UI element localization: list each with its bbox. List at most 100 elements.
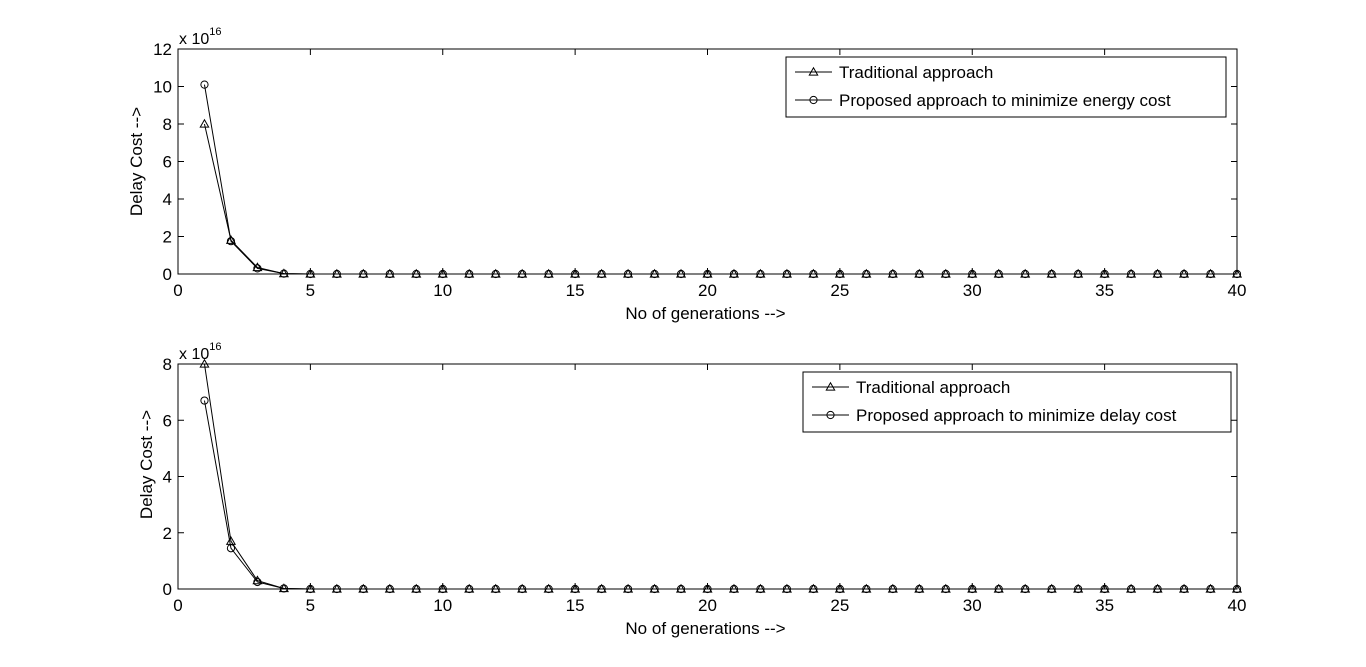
data-point-series-2 <box>862 269 871 279</box>
data-point-series-2 <box>676 584 686 594</box>
data-point-series-2 <box>676 269 686 279</box>
y-tick-label: 6 <box>163 411 172 430</box>
legend-marker-triangle <box>825 381 836 391</box>
data-point-series-2 <box>465 584 474 594</box>
data-point-series-2 <box>385 269 394 279</box>
x-tick-label: 5 <box>306 281 315 300</box>
y-axis-multiplier-base: x 10 <box>179 31 209 48</box>
data-point-series-2 <box>544 269 553 279</box>
y-tick-label: 12 <box>153 40 172 59</box>
series-line-2 <box>203 84 1237 275</box>
data-point-series-2 <box>782 269 792 279</box>
data-point-series-2 <box>782 584 792 594</box>
data-point-series-2 <box>279 269 288 278</box>
x-tick-label: 15 <box>566 281 585 300</box>
y-tick-label: 8 <box>163 115 172 134</box>
data-point-series-2 <box>941 269 950 279</box>
y-tick-label: 2 <box>163 524 172 543</box>
data-point-series-2 <box>1206 269 1215 279</box>
x-tick-label: 25 <box>830 596 849 615</box>
data-point-series-2 <box>703 584 712 594</box>
data-point-series-2 <box>1021 269 1030 279</box>
data-point-series-1 <box>225 235 237 244</box>
data-point-series-2 <box>888 269 897 279</box>
data-point-series-2 <box>994 269 1003 279</box>
data-point-series-2 <box>623 269 633 279</box>
y-tick-label: 8 <box>163 355 172 374</box>
x-tick-label: 40 <box>1228 596 1247 615</box>
data-point-series-2 <box>835 269 844 279</box>
x-tick-label: 5 <box>306 596 315 615</box>
y-axis-title: Delay Cost --> <box>127 107 146 216</box>
data-point-series-1 <box>199 118 210 128</box>
data-point-series-2 <box>1127 269 1136 279</box>
legend-item-1: Traditional approach <box>795 63 993 82</box>
subplot-1: 0 5 10 15 20 25 30 35 40 0 2 4 6 8 10 12 x 1016 No of gen… <box>127 26 1246 323</box>
x-tick-label: 35 <box>1095 281 1114 300</box>
data-point-series-2 <box>994 584 1003 594</box>
data-point-series-2 <box>1100 269 1109 279</box>
y-tick-label: 0 <box>163 580 172 599</box>
data-point-series-2 <box>438 269 447 279</box>
legend-marker-circle <box>809 95 818 105</box>
data-point-series-2 <box>968 269 977 279</box>
data-point-series-2 <box>1100 584 1109 594</box>
data-point-series-2 <box>1047 269 1056 279</box>
data-point-series-2 <box>544 584 553 594</box>
data-point-series-2 <box>809 584 818 594</box>
data-point-series-2 <box>200 396 209 405</box>
x-tick-label: 30 <box>963 281 982 300</box>
data-point-series-2 <box>650 269 659 279</box>
y-axis-multiplier-power: 16 <box>209 341 221 353</box>
data-point-series-2 <box>729 269 739 279</box>
data-point-series-2 <box>623 584 633 594</box>
data-point-series-2 <box>412 269 421 279</box>
data-point-series-2 <box>597 584 606 594</box>
data-point-series-2 <box>809 269 818 279</box>
legend-label: Proposed approach to minimize energy cos… <box>839 91 1171 110</box>
data-point-series-2 <box>1179 584 1189 594</box>
data-point-series-2 <box>200 80 209 89</box>
y-tick-label: 2 <box>163 228 172 247</box>
series-line-2 <box>203 400 1237 590</box>
x-axis-title: No of generations --> <box>625 619 785 638</box>
legend-marker-triangle <box>808 66 819 76</box>
legend: Traditional approach Proposed approach to… <box>785 56 1227 118</box>
data-point-series-2 <box>253 577 262 587</box>
data-point-series-2 <box>518 584 527 594</box>
x-tick-label: 10 <box>433 596 452 615</box>
data-point-series-2 <box>412 584 421 594</box>
data-point-series-2 <box>332 269 341 279</box>
y-tick-label: 0 <box>163 265 172 284</box>
x-axis-title: No of generations --> <box>625 304 785 323</box>
data-point-series-2 <box>1127 584 1136 594</box>
data-point-series-2 <box>518 269 527 279</box>
data-point-series-2 <box>835 584 844 594</box>
x-tick-label: 20 <box>698 281 717 300</box>
data-point-series-2 <box>332 584 341 594</box>
legend-label: Traditional approach <box>856 378 1010 397</box>
data-point-series-2 <box>438 584 447 594</box>
legend-box <box>785 56 1227 118</box>
data-point-series-2 <box>491 269 500 279</box>
data-point-series-2 <box>226 237 236 246</box>
data-point-series-2 <box>279 584 288 593</box>
y-axis-title: Delay Cost --> <box>137 410 156 519</box>
y-axis-multiplier: x 1016 <box>179 341 222 363</box>
data-point-series-2 <box>385 584 394 594</box>
data-point-series-2 <box>597 269 606 279</box>
data-point-series-2 <box>650 584 659 594</box>
y-tick-label: 6 <box>163 153 172 172</box>
data-point-series-2 <box>359 269 368 279</box>
x-tick-label: 35 <box>1095 596 1114 615</box>
data-point-series-2 <box>968 584 977 594</box>
x-tick-label: 15 <box>566 596 585 615</box>
legend-item-2: Proposed approach to minimize delay cost <box>812 406 1177 425</box>
data-point-series-2 <box>1153 269 1162 279</box>
data-point-series-2 <box>226 544 236 553</box>
data-point-series-2 <box>1232 584 1242 594</box>
data-point-series-2 <box>1206 584 1215 594</box>
data-point-series-2 <box>941 584 950 594</box>
data-point-series-2 <box>1232 269 1242 279</box>
legend-label: Traditional approach <box>839 63 993 82</box>
